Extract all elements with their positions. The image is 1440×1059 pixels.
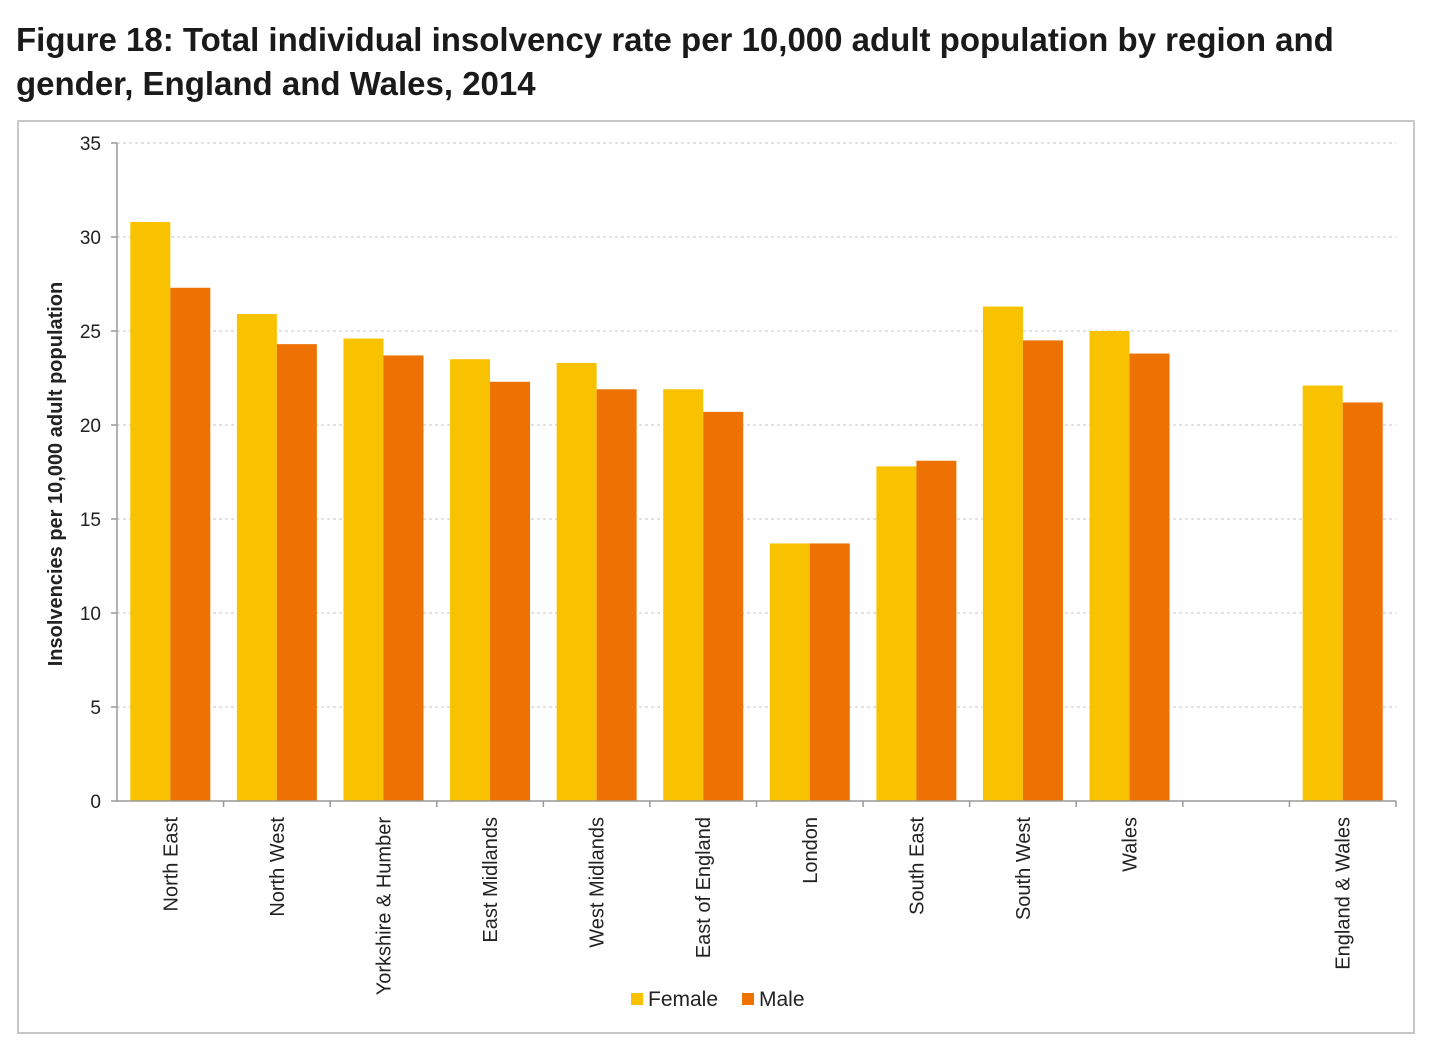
legend-swatch-male (742, 993, 754, 1005)
bar-male (1022, 340, 1063, 801)
legend-label-female: Female (648, 988, 718, 1011)
bar-female (450, 359, 491, 801)
bar-female (1089, 331, 1130, 801)
bars (130, 221, 1383, 801)
bar-female (236, 314, 277, 801)
bar-female (876, 466, 917, 801)
figure-title: Figure 18: Total individual insolvency r… (16, 21, 1334, 102)
y-axis-label: Insolvencies per 10,000 adult population (45, 282, 67, 667)
y-tick-label: 5 (90, 698, 101, 719)
x-tick-label: East Midlands (480, 817, 502, 943)
x-tick-label: West Midlands (587, 817, 609, 948)
bar-male (596, 389, 637, 801)
legend-swatch-female (631, 993, 643, 1005)
y-tick-label: 10 (80, 604, 101, 625)
bar-male (170, 287, 211, 801)
x-tick-label: England & Wales (1333, 817, 1355, 970)
bar-female (1302, 385, 1343, 801)
x-tick-label: Wales (1120, 817, 1142, 872)
x-tick-label: North West (267, 817, 289, 917)
bar-male (383, 355, 424, 801)
bar-male (1129, 353, 1170, 801)
bar-female (769, 543, 810, 801)
x-tick-label: East of England (693, 817, 715, 958)
y-tick-label: 20 (80, 416, 101, 437)
x-tick-label: North East (160, 817, 182, 912)
x-tick-label: South East (906, 817, 928, 915)
y-tick-label: 15 (80, 510, 101, 531)
axes: 0 5 10 15 20 25 30 35 North East North West Yorksh… (80, 134, 1397, 996)
legend: Female Male (631, 988, 805, 1011)
bar-male (276, 344, 317, 801)
bar-female (130, 221, 171, 801)
x-tick-label: London (800, 817, 822, 884)
x-tick-label: Yorkshire & Humber (373, 817, 395, 996)
bar-male (1342, 402, 1383, 801)
bar-male (809, 543, 850, 801)
bar-female (556, 362, 597, 801)
y-tick-label: 0 (90, 792, 101, 813)
bar-male (490, 381, 531, 801)
x-tick-label: South West (1013, 817, 1035, 920)
bar-female (982, 306, 1023, 801)
bar-male (703, 411, 744, 801)
y-tick-label: 35 (80, 134, 101, 155)
legend-label-male: Male (759, 988, 805, 1011)
bar-female (343, 338, 384, 801)
y-tick-label: 30 (80, 228, 101, 249)
bar-female (663, 389, 704, 801)
bar-male (916, 460, 957, 801)
y-tick-label: 25 (80, 322, 101, 343)
